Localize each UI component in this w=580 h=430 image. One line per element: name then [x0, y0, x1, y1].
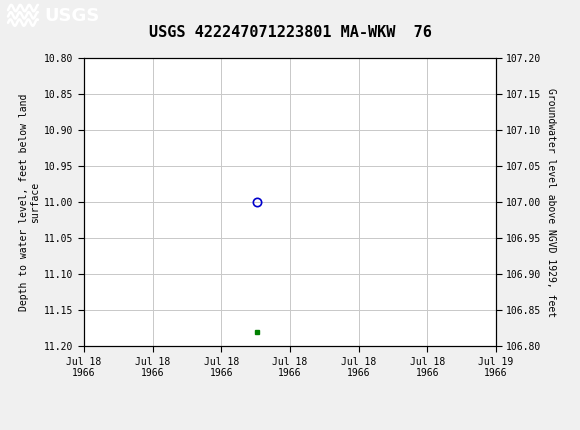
Y-axis label: Depth to water level, feet below land
surface: Depth to water level, feet below land su… — [19, 93, 40, 311]
Text: USGS: USGS — [44, 7, 99, 25]
Text: USGS 422247071223801 MA-WKW  76: USGS 422247071223801 MA-WKW 76 — [148, 25, 432, 40]
Y-axis label: Groundwater level above NGVD 1929, feet: Groundwater level above NGVD 1929, feet — [546, 88, 556, 316]
